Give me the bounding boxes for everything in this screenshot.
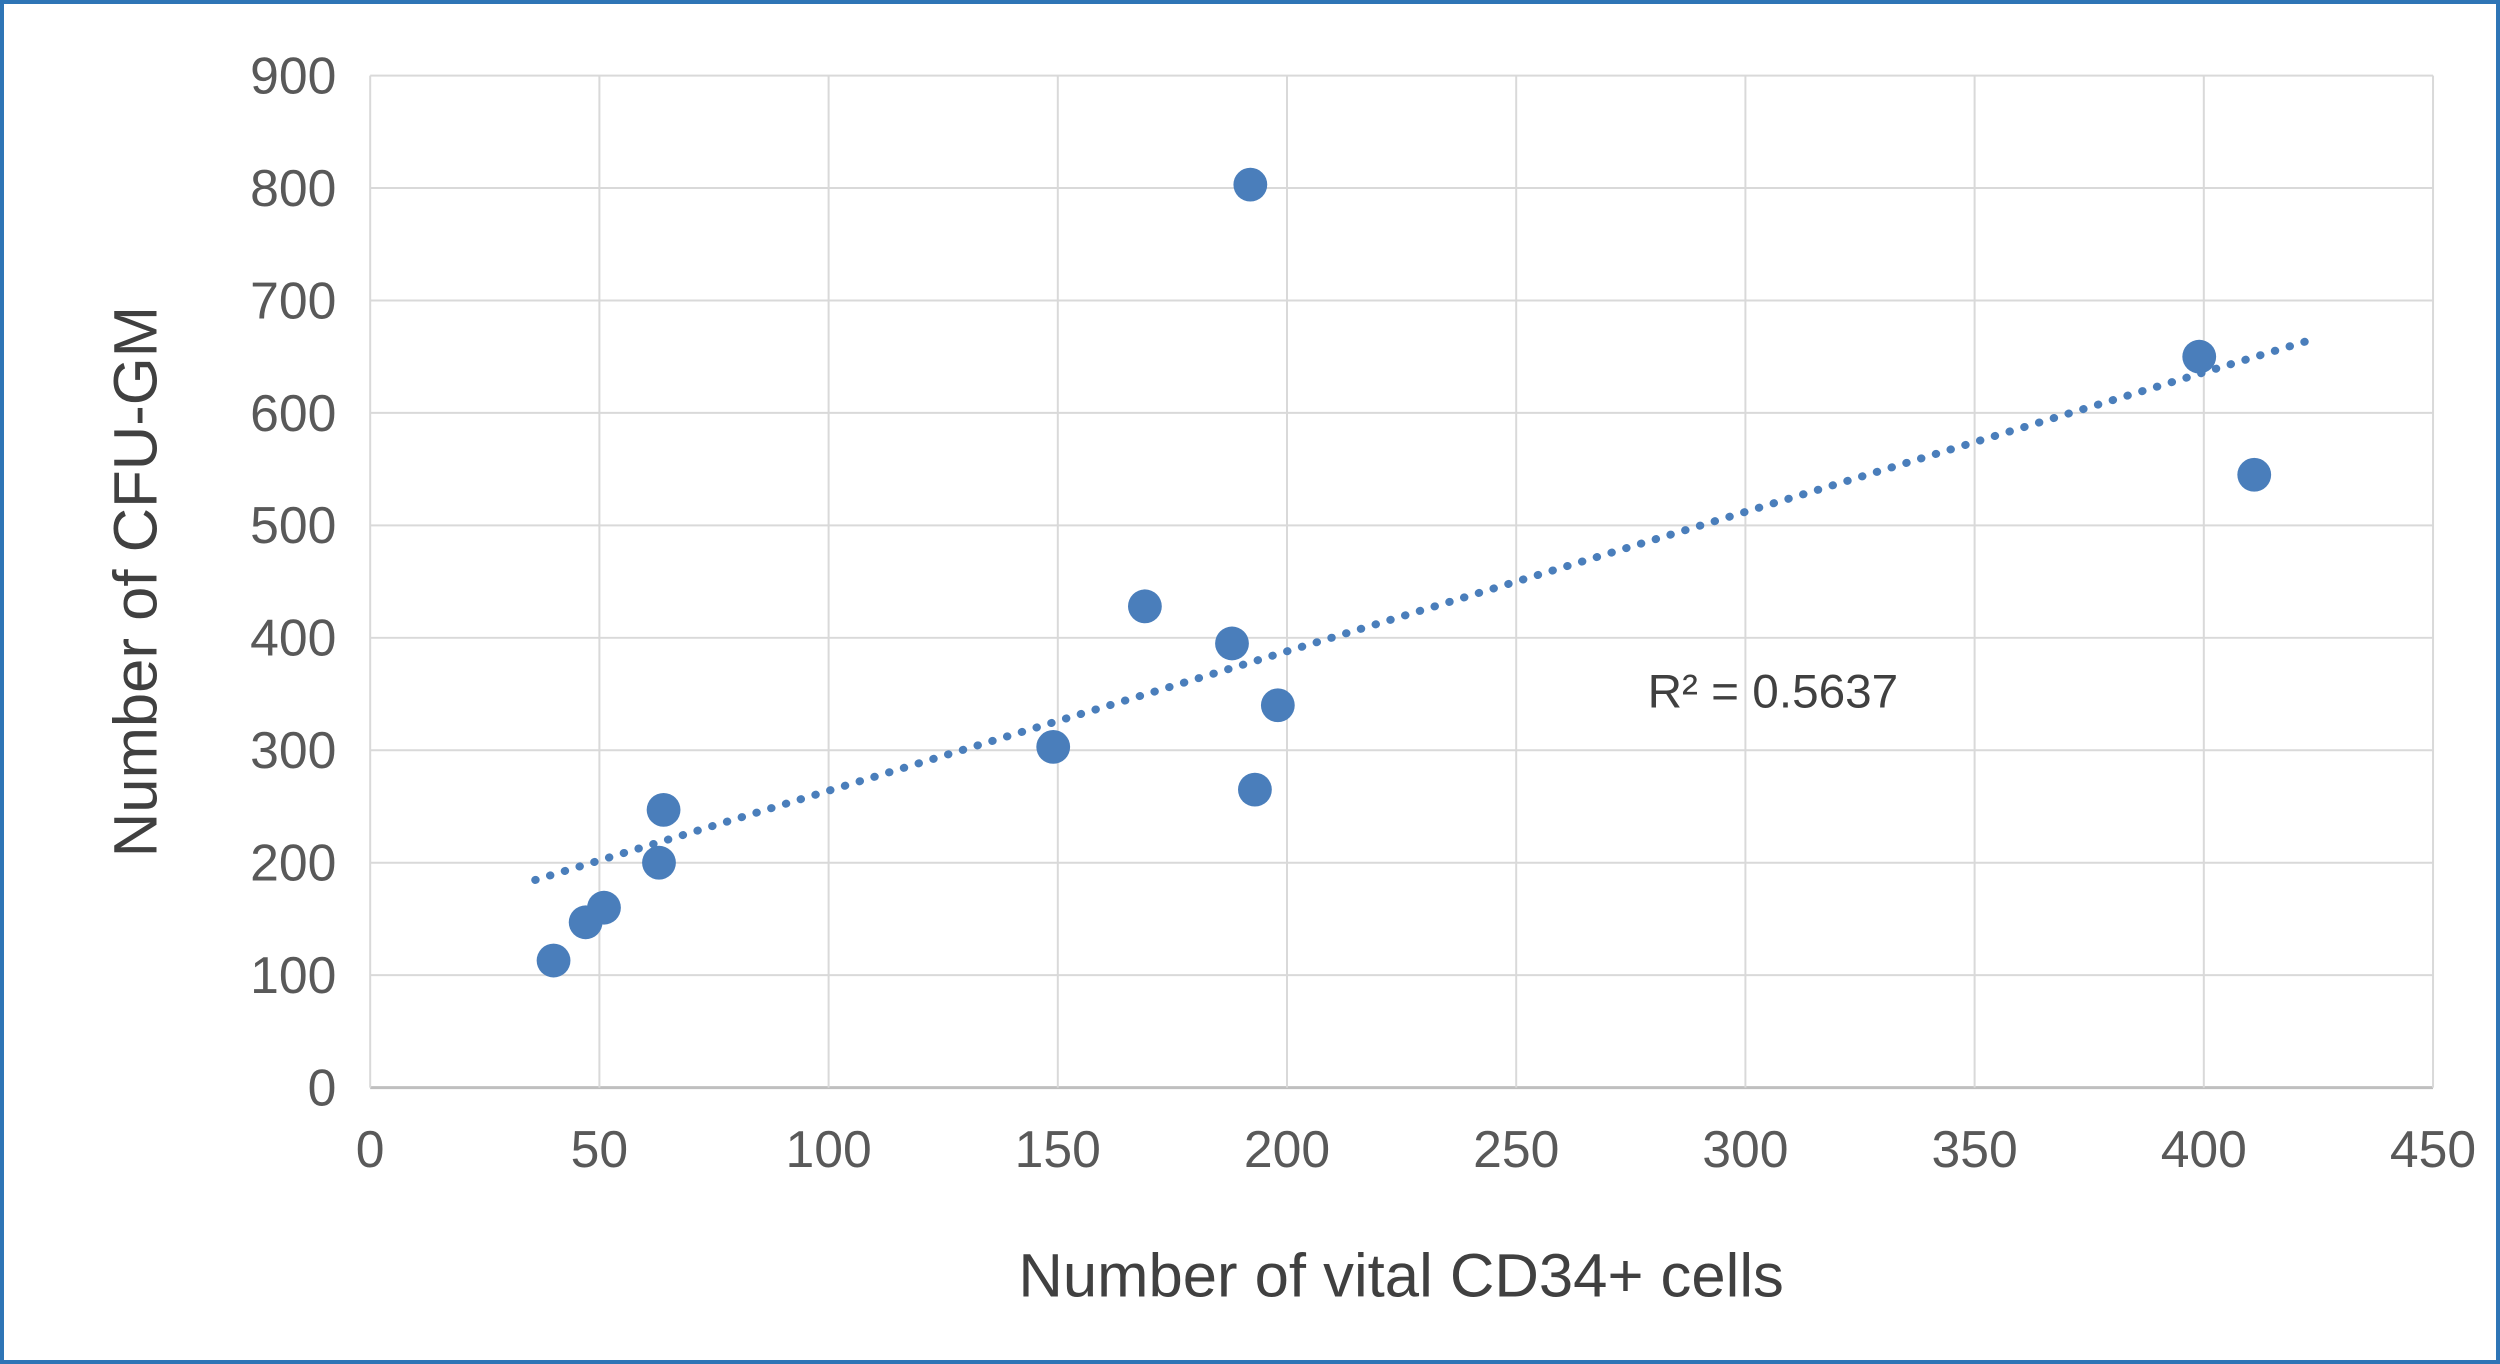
y-tick-label: 600: [250, 384, 336, 442]
data-points: [536, 167, 2272, 978]
data-point: [1215, 626, 1249, 661]
y-tick-label: 0: [308, 1059, 337, 1117]
y-tick-label: 400: [250, 609, 336, 667]
y-tick-label: 500: [250, 496, 336, 554]
y-tick-label: 700: [250, 271, 336, 329]
data-point: [646, 792, 681, 827]
x-tick-label: 300: [1702, 1120, 1788, 1178]
data-point: [1036, 729, 1071, 764]
y-axis-title: Number of CFU-GM: [101, 306, 170, 857]
x-tick-label: 150: [1015, 1120, 1101, 1178]
data-point: [1260, 688, 1295, 723]
y-tick-label: 200: [250, 834, 336, 892]
data-point: [2237, 457, 2272, 492]
x-axis-title: Number of vital CD34+ cells: [1018, 1241, 1783, 1310]
x-tick-label: 100: [785, 1120, 871, 1178]
x-tick-label: 350: [1931, 1120, 2017, 1178]
data-point: [536, 943, 571, 978]
data-point: [1127, 589, 1162, 624]
axis-tick-labels: 0 100 200 300 400 500 600 700 800 900 0 50 100 150 200…: [250, 46, 2476, 1178]
x-tick-label: 0: [356, 1120, 385, 1178]
y-tick-label: 100: [250, 946, 336, 1004]
data-point: [587, 890, 621, 925]
data-point: [1233, 167, 1268, 202]
x-tick-label: 250: [1473, 1120, 1559, 1178]
gridlines: [369, 74, 2435, 1090]
x-tick-label: 50: [571, 1120, 629, 1178]
x-tick-label: 450: [2390, 1120, 2476, 1178]
y-tick-label: 900: [250, 46, 336, 104]
x-tick-label: 400: [2161, 1120, 2247, 1178]
trendline: [531, 334, 2318, 884]
y-tick-label: 800: [250, 159, 336, 217]
r-squared-annotation: R² = 0.5637: [1648, 666, 1899, 719]
data-point: [2182, 339, 2217, 374]
y-tick-label: 300: [250, 721, 336, 779]
data-point: [1238, 772, 1272, 807]
scatter-chart-canvas: 0 100 200 300 400 500 600 700 800 900 0 50 100 150 200…: [101, 46, 2476, 1310]
data-point: [642, 845, 676, 880]
x-tick-label: 200: [1244, 1120, 1330, 1178]
